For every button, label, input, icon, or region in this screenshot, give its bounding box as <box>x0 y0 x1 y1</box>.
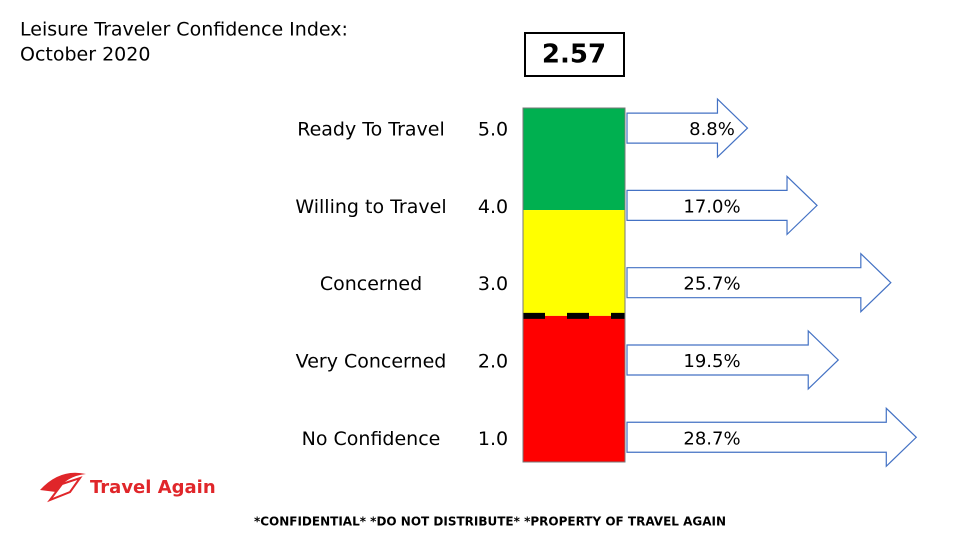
index-box <box>524 32 625 77</box>
arrow <box>626 329 840 391</box>
arrow <box>626 406 918 468</box>
value-label: 17.0% <box>683 196 740 217</box>
level-label: 3.0 <box>478 273 508 295</box>
index-value: 2.57 <box>542 40 606 70</box>
level-label: 5.0 <box>478 119 508 141</box>
category-label: Concerned <box>320 273 422 295</box>
value-label: 19.5% <box>683 351 740 372</box>
arrow <box>626 252 892 314</box>
logo-plane <box>47 476 83 503</box>
level-label: 2.0 <box>478 350 508 372</box>
logo-swoosh <box>40 472 86 492</box>
brand: Travel Again <box>90 477 216 498</box>
arrow <box>626 97 749 159</box>
logo: Travel Again <box>40 472 216 503</box>
arrow <box>626 174 818 236</box>
gauge-low <box>523 315 625 462</box>
gauge-high <box>523 108 625 211</box>
gauge-frame <box>522 107 626 463</box>
category-label: Willing to Travel <box>295 196 446 218</box>
level-label: 4.0 <box>478 196 508 218</box>
value-label: 8.8% <box>689 119 735 140</box>
gauge-mid <box>523 210 625 316</box>
footer: *CONFIDENTIAL* *DO NOT DISTRIBUTE* *PROP… <box>254 515 726 529</box>
title: Leisure Traveler Confidence Index: <box>20 19 348 41</box>
level-label: 1.0 <box>478 428 508 450</box>
category-label: Very Concerned <box>296 350 447 372</box>
category-label: Ready To Travel <box>297 119 445 141</box>
subtitle: October 2020 <box>20 44 150 66</box>
value-label: 25.7% <box>683 274 740 295</box>
value-label: 28.7% <box>683 428 740 449</box>
category-label: No Confidence <box>302 428 441 450</box>
